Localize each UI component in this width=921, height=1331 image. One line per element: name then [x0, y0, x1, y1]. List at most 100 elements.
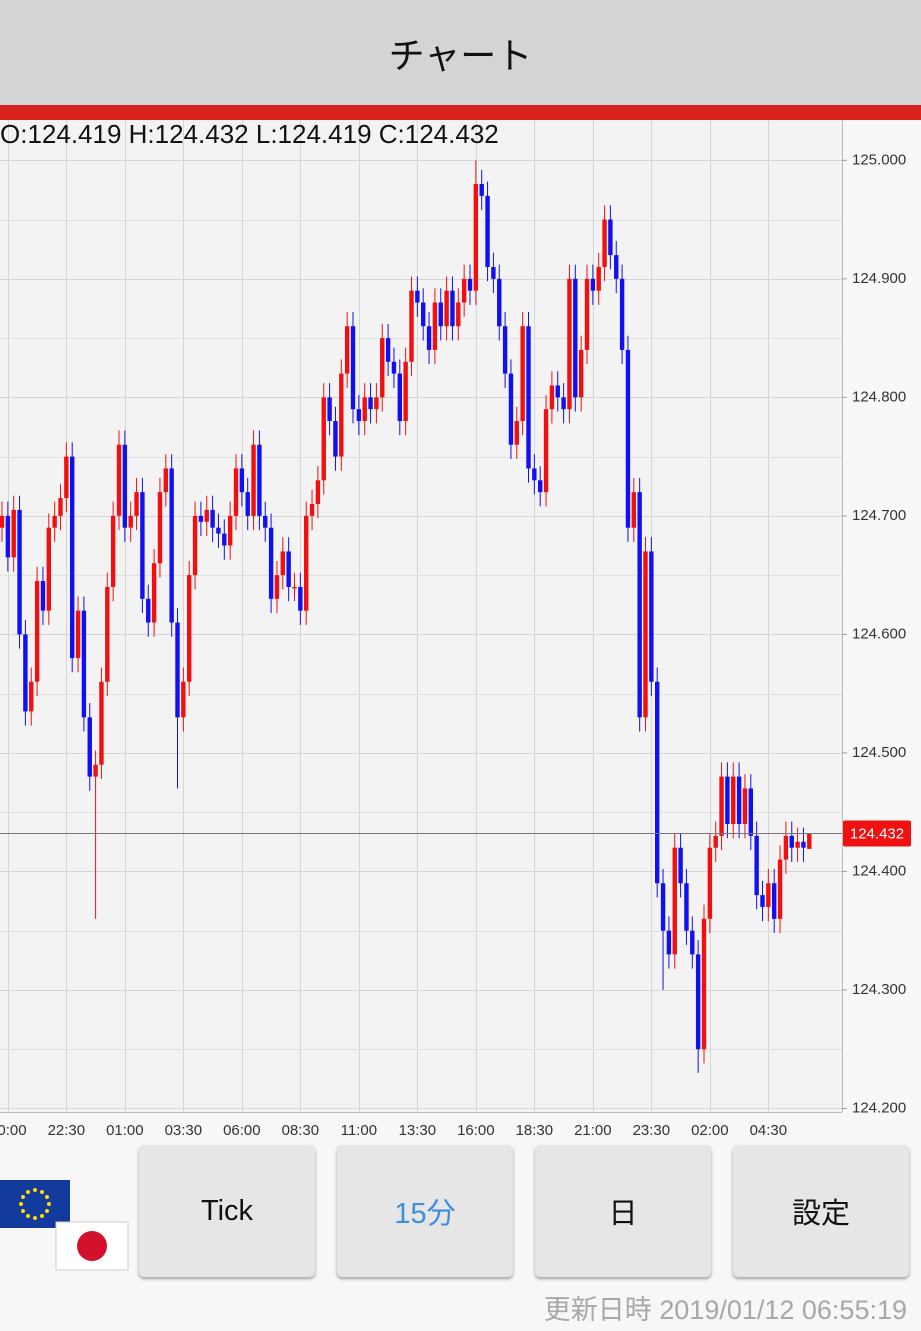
- candle-body: [461, 278, 467, 303]
- candle-body: [561, 397, 566, 410]
- candle-body: [754, 835, 759, 896]
- toolbar-button[interactable]: 設定: [733, 1145, 909, 1277]
- candle-body: [655, 681, 660, 884]
- x-tick-label: 03:30: [165, 1122, 203, 1139]
- candle-body: [467, 278, 473, 291]
- candle-body: [105, 586, 110, 682]
- candle-body: [415, 290, 420, 303]
- candle-body: [321, 397, 326, 481]
- candle-body: [736, 776, 742, 824]
- candle-body: [678, 847, 683, 884]
- candle-body: [526, 326, 531, 469]
- y-tick-label: 124.800: [852, 388, 906, 405]
- x-tick-label: 11:00: [341, 1122, 377, 1139]
- candle-body: [573, 278, 578, 398]
- y-tick-label: 124.900: [852, 270, 906, 287]
- candle-body: [286, 551, 291, 587]
- candle-body: [151, 563, 157, 623]
- candle-body: [479, 184, 484, 196]
- jp-sun: [77, 1231, 107, 1261]
- y-tick-label: 124.300: [852, 981, 906, 998]
- candle-body: [169, 468, 174, 623]
- title: チャート: [388, 34, 533, 76]
- eu-flag: [0, 1180, 70, 1228]
- candle-body: [538, 480, 543, 493]
- candle-body: [801, 841, 806, 848]
- currency-flags[interactable]: [0, 1178, 135, 1273]
- candle-body: [637, 492, 642, 718]
- candle-body: [309, 504, 315, 516]
- candle-body: [146, 598, 151, 623]
- candle-body: [772, 883, 777, 919]
- candle-body: [29, 681, 34, 712]
- x-tick-label: 18:30: [516, 1122, 554, 1139]
- candle-body: [508, 373, 514, 445]
- candle-body: [666, 930, 672, 955]
- candle-body: [760, 895, 765, 907]
- candle-body: [368, 397, 373, 410]
- candle-body: [444, 290, 449, 327]
- candle-body: [292, 586, 297, 589]
- y-tick-label: 125.000: [852, 151, 906, 168]
- candle-body: [46, 527, 51, 611]
- candle-body: [34, 581, 40, 682]
- candle-body: [731, 776, 736, 824]
- candle-body: [181, 681, 186, 718]
- candle-body: [567, 278, 572, 410]
- candle-body: [339, 373, 344, 457]
- candle-body: [251, 444, 256, 516]
- candle-body: [198, 515, 204, 522]
- candle-body: [17, 509, 22, 635]
- candle-body: [485, 195, 490, 267]
- candle-body: [713, 835, 718, 848]
- candle-body: [227, 515, 233, 546]
- candle-body: [374, 397, 379, 410]
- candle-body: [380, 338, 385, 398]
- candle-body: [356, 409, 362, 422]
- updated-time: 更新日時 2019/01/12 06:55:19: [543, 1295, 907, 1325]
- candle-body: [421, 302, 426, 327]
- candle-body: [350, 326, 356, 410]
- title-bar: チャート: [0, 0, 921, 105]
- candle-body: [52, 515, 57, 528]
- candle-body: [742, 788, 748, 824]
- candle-body: [134, 492, 139, 516]
- candle-body: [222, 533, 227, 546]
- toolbar-button[interactable]: 15分: [337, 1145, 513, 1277]
- candle-body: [807, 833, 812, 849]
- x-tick-label: 13:30: [399, 1122, 437, 1139]
- candle-body: [385, 338, 391, 362]
- y-tick-label: 124.200: [852, 1099, 906, 1116]
- candle-body: [649, 551, 654, 682]
- candle-body: [473, 184, 479, 291]
- candle-body: [426, 326, 432, 350]
- candle-body: [192, 515, 198, 576]
- candle-body: [432, 302, 438, 350]
- candle-body: [128, 515, 133, 528]
- toolbar-button[interactable]: Tick: [139, 1145, 315, 1277]
- toolbar-button[interactable]: 日: [535, 1145, 711, 1277]
- candle-body: [596, 266, 601, 291]
- candle-body: [672, 847, 677, 955]
- candle-body: [87, 717, 92, 777]
- ohlc-readout: O:124.419 H:124.432 L:124.419 C:124.432: [0, 119, 499, 149]
- x-tick-label: 04:30: [750, 1122, 788, 1139]
- candle-body: [602, 219, 607, 267]
- candle-body: [625, 349, 631, 528]
- candle-body: [514, 421, 519, 445]
- candle-body: [362, 397, 367, 422]
- candle-body: [23, 634, 28, 712]
- candle-body: [695, 954, 701, 1050]
- candle-body: [502, 326, 508, 374]
- candle-body: [631, 492, 636, 528]
- candle-body: [690, 930, 695, 955]
- candle-body: [403, 361, 408, 422]
- eu-stars: [19, 1188, 51, 1220]
- candle-body: [163, 468, 168, 493]
- candle-body: [719, 776, 724, 836]
- x-tick-label: 06:00: [223, 1122, 261, 1139]
- chart: 124.200 124.300 124.400 124.500 124.600 124.7…: [0, 118, 911, 1139]
- candle-body: [75, 610, 81, 659]
- y-tick-label: 124.400: [852, 862, 906, 879]
- candle-body: [795, 841, 800, 848]
